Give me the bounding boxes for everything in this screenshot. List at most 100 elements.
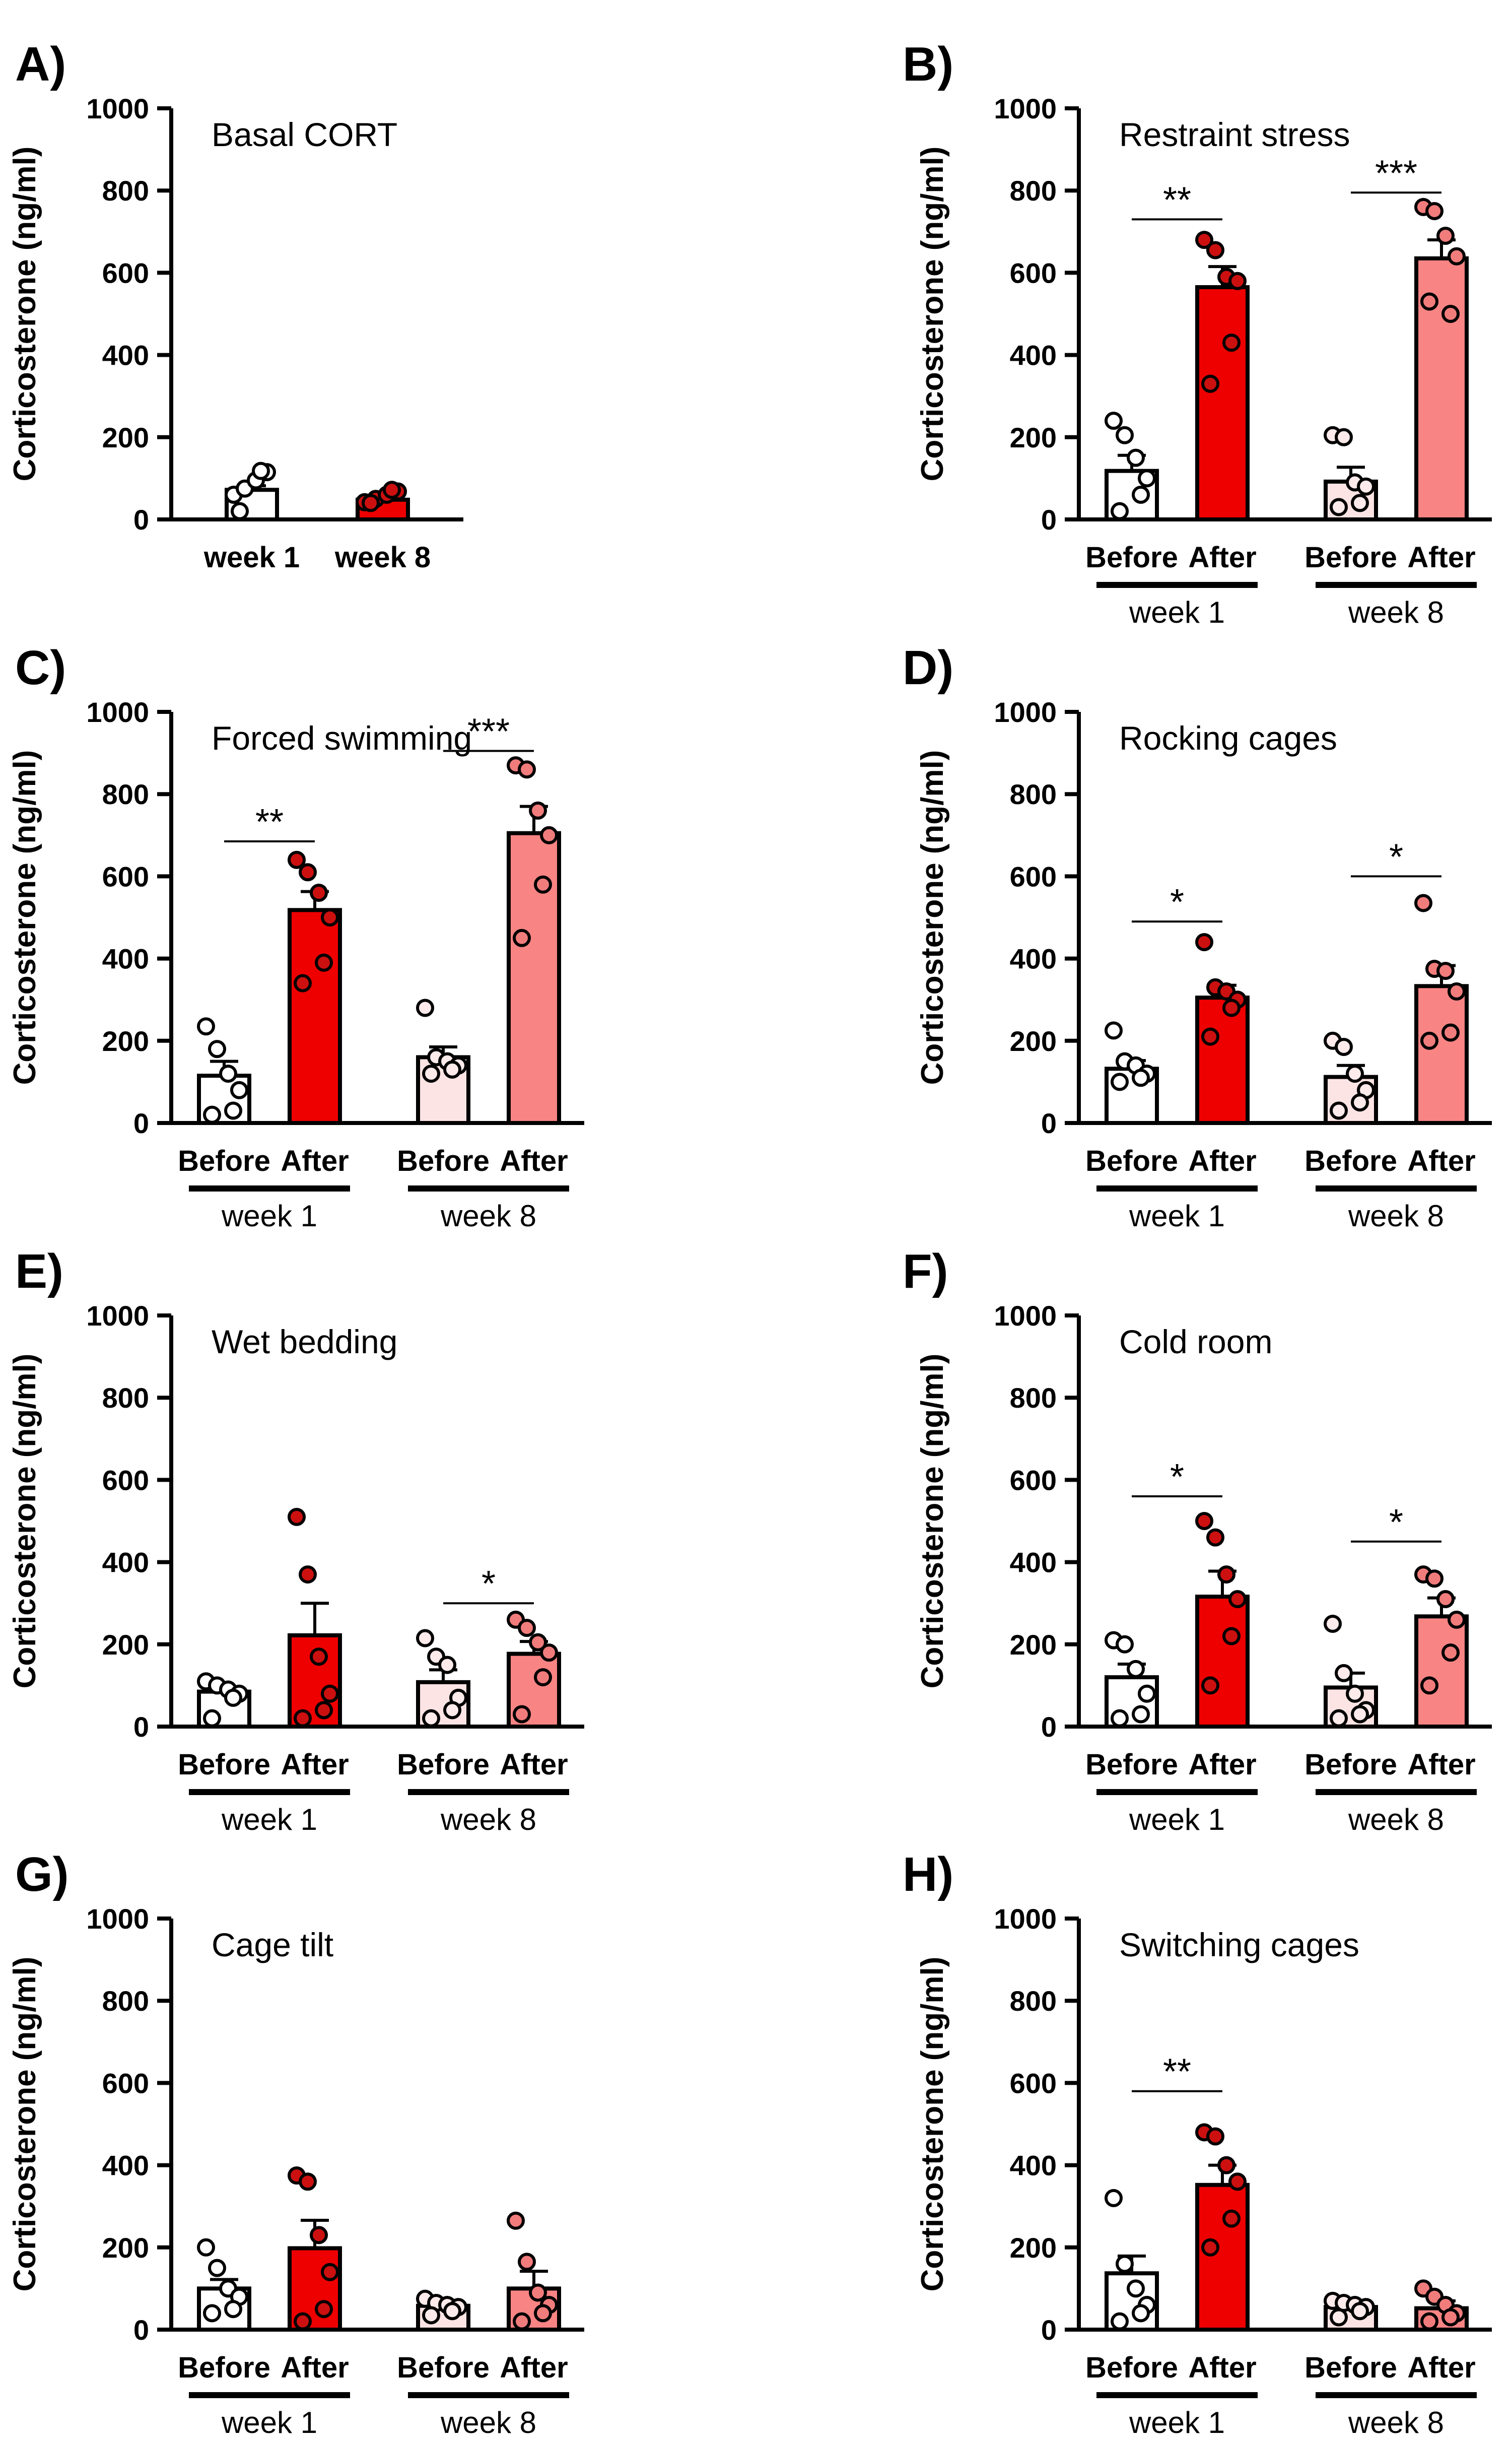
significance-label: ** — [255, 802, 284, 842]
chart-title: Wet bedding — [212, 1323, 397, 1360]
x-condition-label: After — [1407, 2351, 1475, 2384]
x-condition-label: After — [500, 1145, 568, 1177]
x-group-label: week 8 — [1348, 1803, 1444, 1836]
y-tick-label: 0 — [133, 504, 149, 536]
data-point — [534, 875, 552, 894]
data-point — [1346, 1065, 1364, 1083]
data-point — [1420, 292, 1438, 311]
x-condition-label: Before — [1085, 1748, 1178, 1781]
data-point — [540, 1643, 558, 1662]
data-point — [1217, 2156, 1235, 2174]
data-point — [534, 2304, 552, 2323]
significance-label: *** — [1375, 153, 1417, 193]
data-point — [443, 1701, 461, 1720]
data-point — [321, 1684, 339, 1703]
data-point — [230, 1081, 248, 1099]
data-point — [299, 863, 317, 882]
chart-title: Basal CORT — [212, 116, 397, 153]
bar — [1195, 1595, 1250, 1729]
data-point — [1425, 1569, 1444, 1588]
significance-label: *** — [467, 712, 510, 752]
data-point — [224, 1101, 242, 1120]
data-point — [1330, 2308, 1348, 2327]
bar — [1195, 2183, 1250, 2332]
data-point — [507, 2211, 525, 2230]
bar — [1414, 1614, 1469, 1729]
y-axis-title: Corticosterone (ng/ml) — [915, 1354, 950, 1689]
data-point — [1228, 1590, 1247, 1609]
x-condition-label: Before — [1304, 541, 1397, 574]
data-point — [1414, 894, 1432, 912]
chart-title: Switching cages — [1119, 1926, 1359, 1963]
data-point — [1105, 2189, 1123, 2207]
y-tick-label: 0 — [133, 1107, 149, 1139]
data-point — [383, 481, 401, 499]
data-point — [1222, 334, 1241, 352]
data-point — [438, 1656, 456, 1674]
y-tick-label: 200 — [102, 1025, 149, 1057]
data-point — [1436, 226, 1455, 245]
data-point — [1448, 982, 1466, 1001]
x-group-label: week 8 — [1348, 1199, 1444, 1233]
y-tick-label: 0 — [1041, 504, 1057, 536]
data-point — [513, 2312, 531, 2331]
x-condition-label: After — [1407, 1748, 1475, 1781]
chart-title: Forced swimming — [212, 719, 472, 757]
data-point — [1116, 2255, 1134, 2273]
x-condition-label: Before — [397, 2351, 490, 2384]
data-point — [1436, 1590, 1455, 1609]
data-point — [422, 1709, 440, 1728]
x-condition-label: After — [281, 1145, 349, 1177]
x-group-label: week 8 — [440, 1803, 536, 1836]
x-group-label: week 8 — [1348, 596, 1444, 629]
bar — [1195, 285, 1250, 522]
y-tick-label: 200 — [1010, 2232, 1057, 2264]
data-point — [294, 2312, 312, 2331]
x-condition-label: After — [281, 1748, 349, 1781]
y-tick-label: 1000 — [86, 1300, 149, 1332]
data-point — [1111, 1709, 1129, 1728]
x-condition-label: Before — [397, 1748, 490, 1781]
y-tick-label: 0 — [133, 2314, 149, 2346]
data-point — [252, 461, 270, 480]
data-point — [315, 2300, 333, 2319]
y-tick-label: 400 — [1010, 943, 1057, 975]
data-point — [203, 1105, 221, 1124]
y-tick-label: 600 — [102, 1464, 149, 1496]
data-point — [443, 1060, 461, 1079]
data-point — [1351, 1093, 1369, 1112]
data-point — [1111, 1073, 1129, 1091]
y-axis-title: Corticosterone (ng/ml) — [8, 750, 42, 1085]
x-condition-label: After — [500, 1748, 568, 1781]
data-point — [224, 2300, 242, 2319]
data-point — [1335, 1664, 1353, 1682]
data-point — [422, 1065, 440, 1083]
y-tick-label: 1000 — [994, 1903, 1057, 1935]
data-point — [1222, 999, 1241, 1017]
data-point — [518, 1619, 536, 1637]
y-tick-label: 400 — [1010, 2150, 1057, 2182]
y-tick-label: 800 — [102, 778, 149, 810]
y-tick-label: 600 — [1010, 1464, 1057, 1496]
data-point — [513, 1705, 531, 1724]
data-point — [1195, 231, 1213, 249]
panel-label: A) — [15, 37, 66, 91]
data-point — [288, 850, 306, 869]
y-tick-label: 800 — [1010, 1985, 1057, 2017]
y-tick-label: 600 — [102, 861, 149, 892]
panel-label: H) — [903, 1847, 953, 1901]
data-point — [310, 2226, 328, 2244]
significance-label: * — [1170, 1457, 1184, 1497]
data-point — [1420, 1676, 1438, 1695]
panel-e: E) 0 200 400 600 800 1000 Corticosterone (ng/ml… — [8, 1244, 584, 1836]
data-point — [1116, 426, 1134, 444]
data-point — [1346, 1684, 1364, 1703]
x-condition-label: Before — [1085, 2351, 1178, 2384]
data-point — [443, 2302, 461, 2321]
x-group-label: week 1 — [1129, 2406, 1225, 2439]
bar — [507, 831, 561, 1125]
data-point — [1217, 1565, 1235, 1584]
panel-label: E) — [15, 1244, 63, 1298]
data-point — [321, 908, 339, 927]
data-point — [1425, 202, 1444, 220]
